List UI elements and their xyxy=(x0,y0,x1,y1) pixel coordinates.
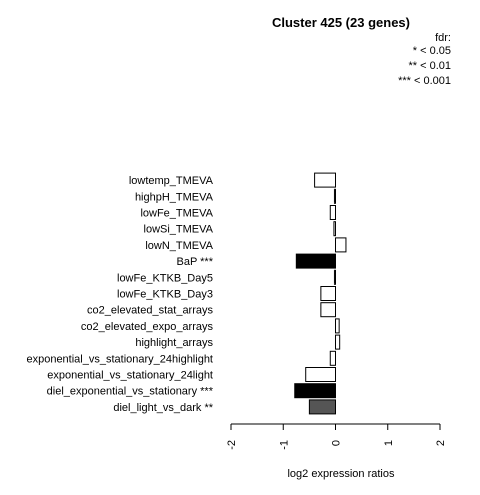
bar-7 xyxy=(320,286,336,301)
category-labels: lowtemp_TMEVA highpH_TMEVA lowFe_TMEVA lowS… xyxy=(26,175,213,414)
x-tick-label-1: -1 xyxy=(278,440,290,450)
x-tick-label-4: 2 xyxy=(435,440,447,446)
category-label-12: exponential_vs_stationary_24light xyxy=(47,370,213,382)
x-axis-label: log2 expression ratios xyxy=(287,468,395,480)
category-label-2: lowFe_TMEVA xyxy=(140,208,213,220)
category-label-3: lowSi_TMEVA xyxy=(144,224,214,236)
chart-title: Cluster 425 (23 genes) xyxy=(272,15,410,30)
bar-5 xyxy=(295,253,336,269)
category-label-10: highlight_arrays xyxy=(135,337,213,349)
bar-9 xyxy=(335,318,340,334)
bar-12 xyxy=(305,367,336,382)
bar-0 xyxy=(314,172,337,188)
category-label-4: lowN_TMEVA xyxy=(145,240,213,252)
x-tick-label-0: -2 xyxy=(226,440,238,450)
x-tick-label-3: 1 xyxy=(383,440,395,446)
bar-14 xyxy=(308,399,336,415)
category-label-11: exponential_vs_stationary_24highlight xyxy=(26,353,213,365)
category-label-6: lowFe_KTKB_Day5 xyxy=(117,272,213,284)
category-label-7: lowFe_KTKB_Day3 xyxy=(117,289,213,301)
x-tick-label-2: 0 xyxy=(331,440,343,446)
category-label-14: diel_light_vs_dark ** xyxy=(113,402,213,414)
category-label-0: lowtemp_TMEVA xyxy=(129,175,214,187)
legend-entry-2: *** < 0.001 xyxy=(398,75,451,87)
category-label-1: highpH_TMEVA xyxy=(135,191,214,203)
bar-1 xyxy=(333,188,336,204)
bar-10 xyxy=(335,334,341,350)
bars xyxy=(294,172,347,415)
legend-entry-0: * < 0.05 xyxy=(413,45,451,57)
legend-title: fdr: xyxy=(435,32,451,44)
bar-3 xyxy=(333,221,336,237)
category-label-5: BaP *** xyxy=(177,256,214,268)
category-label-13: diel_exponential_vs_stationary *** xyxy=(47,386,214,398)
bar-4 xyxy=(335,237,347,253)
bar-13 xyxy=(294,383,336,399)
category-label-8: co2_elevated_stat_arrays xyxy=(87,305,213,317)
legend-entry-1: ** < 0.01 xyxy=(408,60,451,72)
bar-8 xyxy=(320,302,336,318)
category-label-9: co2_elevated_expo_arrays xyxy=(81,321,214,333)
bar-6 xyxy=(333,269,336,285)
bar-2 xyxy=(329,205,336,220)
x-axis: -2 -1 0 1 2 xyxy=(226,423,447,450)
bar-11 xyxy=(329,350,336,366)
legend: fdr: * < 0.05 ** < 0.01 *** < 0.001 xyxy=(398,32,451,87)
